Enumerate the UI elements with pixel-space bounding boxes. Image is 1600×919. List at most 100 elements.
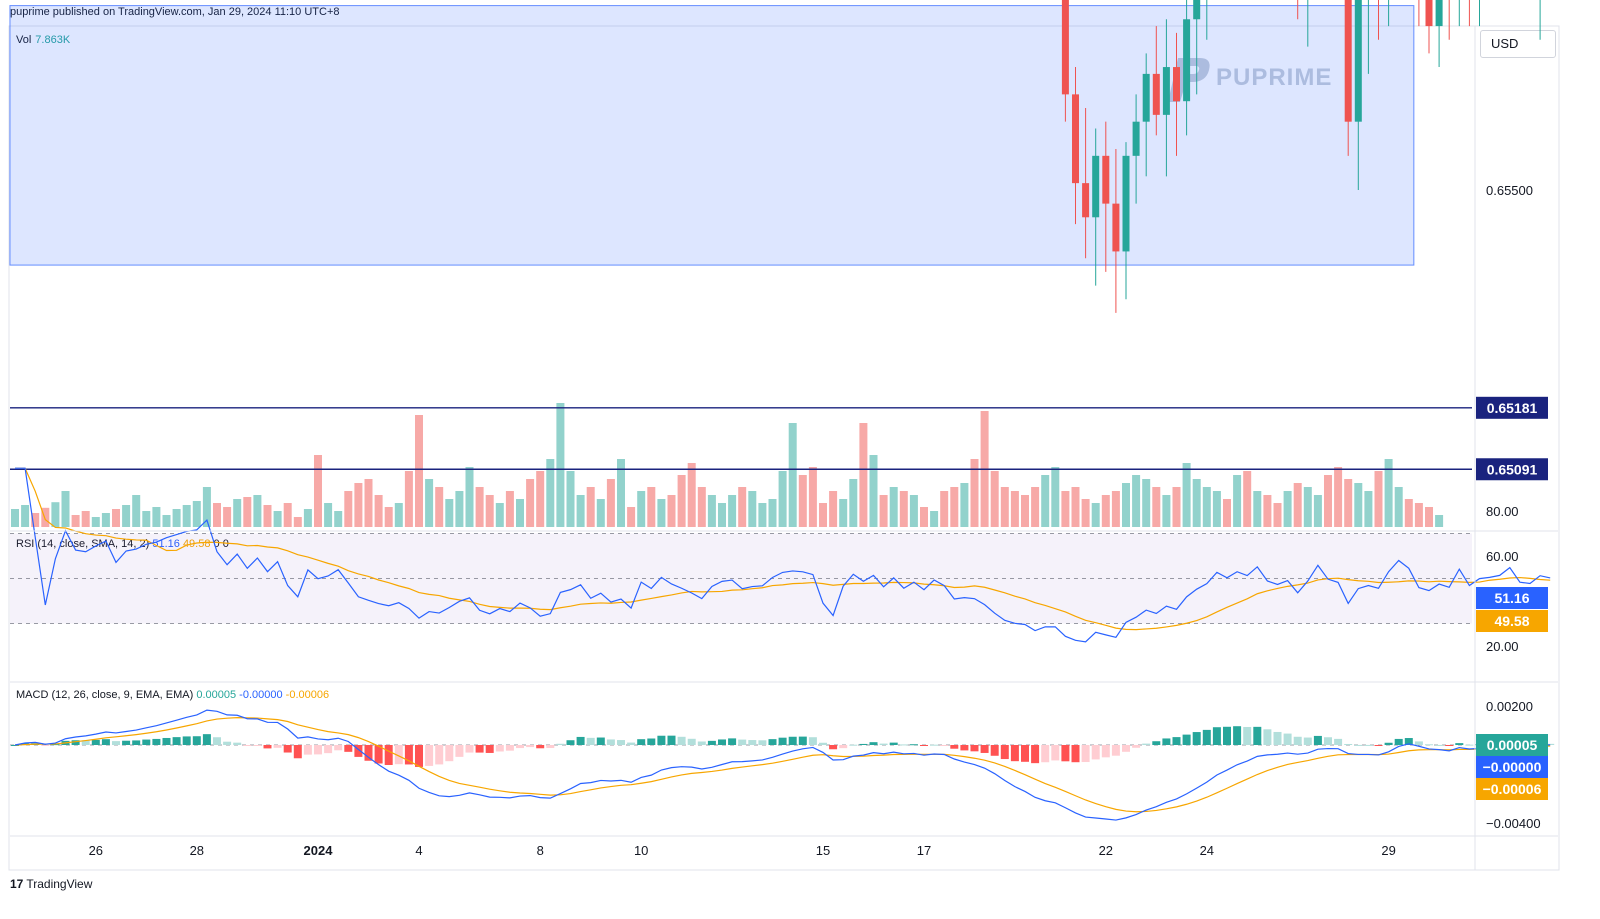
macd-legend-signal: -0.00006	[285, 689, 330, 701]
volume-bar	[51, 502, 60, 527]
volume-bar	[1263, 495, 1272, 527]
volume-bar	[1313, 495, 1322, 527]
macd-hist-bar	[1334, 738, 1343, 745]
macd-hist-bar	[1384, 742, 1393, 745]
macd-hist-bar	[1233, 726, 1242, 745]
macd-hist-bar	[617, 740, 625, 745]
macd-hist-bar	[1253, 726, 1262, 745]
volume-bar	[505, 491, 514, 527]
candle-body	[1183, 19, 1191, 102]
volume-bar	[889, 487, 898, 527]
candle-body	[1173, 67, 1180, 102]
macd-hist-bar	[263, 745, 272, 749]
volume-bar	[556, 403, 565, 527]
volume-bar	[435, 487, 444, 527]
macd-hist-bar	[374, 745, 383, 764]
macd-hist-bar	[728, 738, 737, 745]
volume-bar	[637, 491, 646, 527]
volume-bar	[11, 509, 19, 527]
macd-hist-bar	[778, 737, 787, 745]
macd-hist-bar	[889, 742, 898, 745]
macd-hist-bar	[516, 745, 524, 749]
macd-hist-bar	[394, 745, 403, 765]
macd-hist-bar	[425, 745, 434, 766]
volume-bar	[213, 503, 221, 527]
macd-hist-bar	[869, 742, 878, 745]
macd-hist-bar	[1425, 744, 1433, 746]
volume-bar	[869, 455, 878, 527]
volume-bar	[465, 467, 474, 527]
volume-bar	[1435, 515, 1444, 527]
candle-body	[1092, 155, 1100, 218]
puprime-watermark: PUPRIME	[1216, 64, 1333, 91]
volume-bar	[1152, 487, 1161, 527]
volume-bar	[940, 491, 949, 527]
volume-bar	[455, 491, 464, 527]
volume-bar	[1101, 495, 1110, 527]
macd-legend-hist: 0.00005	[196, 689, 237, 701]
macd-hist-bar	[1091, 745, 1100, 760]
volume-bar	[606, 479, 615, 527]
volume-bar	[263, 505, 272, 527]
rsi-value-tag-bg	[1476, 587, 1548, 609]
volume-bar	[798, 475, 807, 527]
time-tick-label: 15	[816, 843, 830, 858]
macd-hist-bar	[1051, 745, 1060, 761]
volume-bar	[677, 475, 686, 527]
tradingview-brand[interactable]: 17 TradingView	[10, 877, 92, 891]
macd-hist-bar	[1404, 738, 1413, 745]
macd-hist-bar	[1152, 741, 1161, 745]
macd-hist-bar	[404, 745, 413, 765]
macd-hist-bar	[1364, 744, 1373, 746]
macd-hist-bar	[253, 745, 262, 746]
macd-hist-bar	[1122, 745, 1130, 752]
macd-hist-bar	[1283, 733, 1292, 745]
time-tick-label: 29	[1381, 843, 1395, 858]
macd-hist-bar	[172, 737, 181, 745]
currency-selector[interactable]: USD	[1480, 30, 1556, 58]
macd-hist-bar	[596, 737, 605, 745]
volume-bar	[21, 505, 30, 527]
macd-hist-bar	[556, 743, 565, 745]
macd-hist-bar	[879, 743, 888, 745]
macd-hist-bar	[839, 745, 848, 749]
macd-hist-bar	[465, 745, 474, 753]
macd-hist-bar	[101, 739, 110, 745]
rsi-value-tag: 51.16	[1494, 590, 1529, 606]
time-tick-label: 10	[634, 843, 648, 858]
rsi-legend-title: RSI (14, close, SMA, 14, 2)	[16, 538, 150, 550]
macd-hist-bar	[1465, 744, 1474, 746]
macd-hist-bar	[849, 744, 858, 746]
macd-legend: MACD (12, 26, close, 9, EMA, EMA) 0.0000…	[16, 689, 329, 701]
macd-hist-bar	[152, 738, 161, 745]
macd-hist-bar	[526, 745, 535, 748]
volume-bar	[384, 507, 393, 527]
macd-hist-bar	[1263, 729, 1272, 745]
macd-signal-tag: −0.00006	[1483, 781, 1542, 797]
macd-hist-bar	[909, 744, 918, 746]
volume-value: 7.863K	[35, 34, 71, 46]
level-price-tag-4: 0.65181	[1487, 400, 1538, 416]
time-tick-label: 17	[917, 843, 931, 858]
volume-bar	[152, 507, 161, 527]
macd-hist-bar	[1192, 732, 1201, 745]
volume-bar	[1162, 495, 1171, 527]
volume-bar	[1071, 487, 1080, 527]
volume-bar	[404, 471, 413, 527]
macd-legend-title: MACD (12, 26, close, 9, EMA, EMA)	[16, 689, 194, 701]
volume-bar	[829, 491, 838, 527]
volume-bar	[182, 505, 191, 527]
macd-hist-bar	[293, 745, 302, 759]
macd-hist-bar	[91, 739, 100, 745]
macd-hist-bar	[1000, 745, 1009, 760]
macd-hist-bar	[1031, 745, 1040, 764]
volume-bar	[728, 495, 737, 527]
macd-hist-bar	[81, 740, 90, 745]
candle-body	[1102, 155, 1110, 204]
time-tick-label: 26	[89, 843, 103, 858]
volume-bar	[1425, 507, 1433, 527]
candle-body	[1132, 121, 1140, 156]
volume-bar	[1283, 491, 1292, 527]
macd-value-tag: −0.00000	[1483, 759, 1542, 775]
